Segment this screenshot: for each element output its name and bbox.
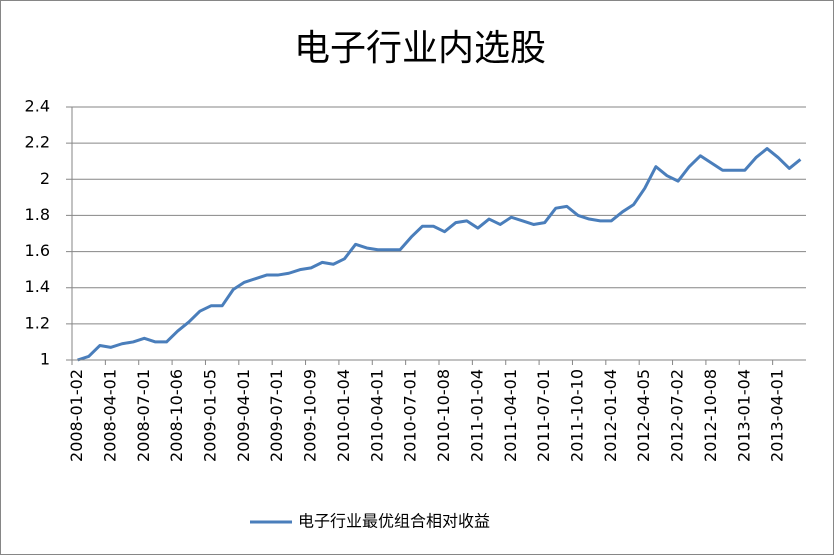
y-tick-label: 2.4 — [25, 97, 50, 116]
x-tick-label: 2012-04-05 — [634, 369, 653, 462]
x-tick-label: 2010-07-01 — [401, 369, 420, 462]
y-tick-label: 1.8 — [25, 205, 50, 224]
x-tick-label: 2009-07-01 — [267, 369, 286, 462]
x-tick-label: 2013-01-04 — [734, 369, 753, 462]
x-tick-label: 2011-07-01 — [534, 369, 553, 462]
x-tick-label: 2008-01-02 — [67, 369, 86, 462]
x-tick-label: 2010-01-04 — [334, 369, 353, 462]
x-tick-label: 2011-01-04 — [467, 369, 486, 462]
y-tick-label: 2 — [40, 169, 50, 188]
x-tick-label: 2008-04-01 — [100, 369, 119, 462]
y-tick-label: 1 — [40, 350, 50, 369]
y-tick-label: 2.2 — [25, 133, 50, 152]
x-tick-label: 2010-04-01 — [367, 369, 386, 462]
x-tick-label: 2010-10-08 — [434, 369, 453, 462]
x-tick-label: 2012-01-04 — [601, 369, 620, 462]
x-tick-label: 2013-04-01 — [768, 369, 787, 462]
x-tick-label: 2012-10-08 — [701, 369, 720, 462]
x-tick-label: 2009-04-01 — [234, 369, 253, 462]
y-tick-label: 1.2 — [25, 313, 50, 332]
x-tick-label: 2012-07-02 — [668, 369, 687, 462]
x-tick-label: 2009-10-09 — [301, 369, 320, 462]
x-tick-label: 2011-10-10 — [568, 369, 587, 462]
y-tick-label: 1.6 — [25, 241, 50, 260]
y-tick-label: 1.4 — [25, 277, 50, 296]
series-line — [77, 147, 802, 362]
x-tick-label: 2011-04-01 — [501, 369, 520, 462]
legend-label: 电子行业最优组合相对收益 — [298, 512, 490, 531]
x-tick-label: 2008-10-06 — [167, 369, 186, 462]
x-tick-label: 2008-07-01 — [134, 369, 153, 462]
chart-title: 电子行业内选股 — [294, 28, 546, 69]
x-tick-label: 2009-01-05 — [201, 369, 220, 462]
